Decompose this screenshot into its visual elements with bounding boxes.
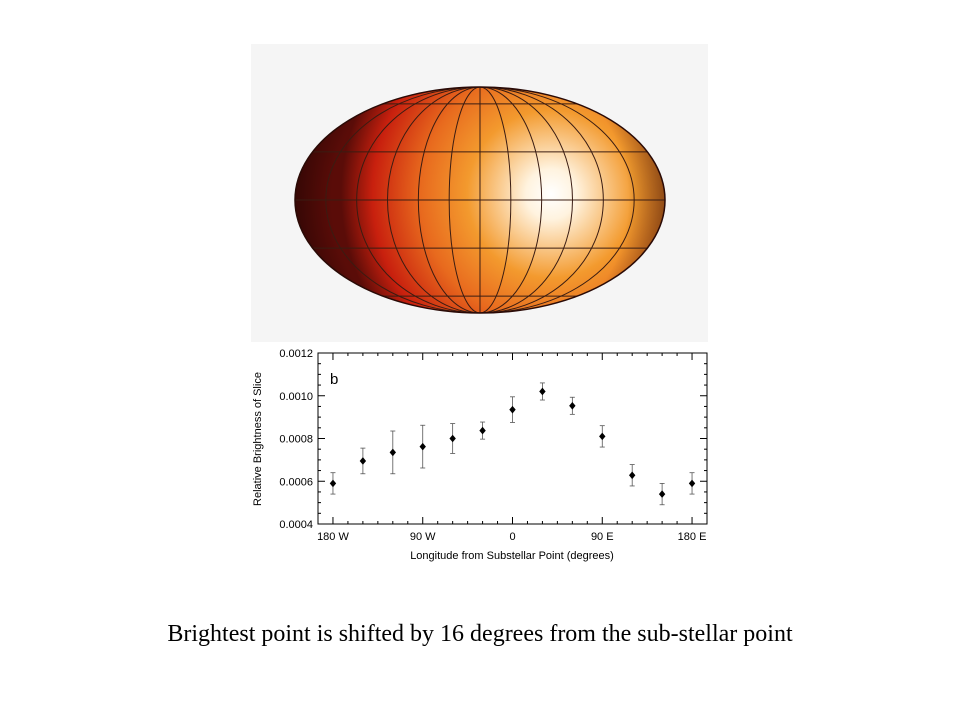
data-point	[479, 421, 486, 440]
map-grid	[295, 87, 665, 313]
diamond-marker	[449, 434, 456, 443]
y-axis-label: Relative Brightness of Slice	[252, 372, 264, 506]
data-point	[539, 382, 546, 401]
x-tick-label: 180 W	[317, 531, 349, 543]
x-axis-label: Longitude from Substellar Point (degrees…	[410, 550, 614, 562]
diamond-marker	[688, 479, 696, 488]
diamond-marker	[479, 426, 486, 435]
plot-frame	[317, 352, 708, 525]
brightness-map-panel	[251, 44, 708, 342]
x-tick-label: 0	[509, 531, 515, 543]
diamond-marker	[539, 387, 546, 396]
panel-label: b	[330, 371, 338, 388]
brightness-chart-panel: b 180 W 90 W 0 90 E 180 E 0.0004 0.0006 0.0008…	[251, 342, 708, 564]
y-tick-label: 0.0012	[279, 348, 313, 360]
y-tick-label: 0.0008	[279, 434, 313, 446]
planet-outline	[294, 86, 666, 314]
data-point	[449, 423, 456, 454]
y-tick-label: 0.0006	[279, 476, 313, 488]
slide-caption: Brightest point is shifted by 16 degrees…	[167, 621, 793, 647]
y-tick-label: 0.0010	[279, 391, 313, 403]
brightness-chart: b 180 W 90 W 0 90 E 180 E 0.0004 0.0006 0.0008…	[252, 348, 708, 562]
y-tick-label: 0.0004	[279, 519, 313, 531]
data-point	[359, 447, 367, 475]
data-point	[628, 464, 636, 487]
x-tick-label: 180 E	[678, 531, 707, 543]
diamond-marker	[329, 479, 337, 488]
x-tick-label: 90 E	[591, 531, 614, 543]
data-point	[419, 424, 426, 469]
brightness-map	[294, 86, 666, 314]
diamond-marker	[359, 457, 367, 465]
diamond-marker	[628, 471, 636, 480]
x-axis-ticks: 180 W 90 W 0 90 E 180 E	[317, 353, 706, 543]
data-point	[688, 472, 696, 495]
data-point	[329, 472, 337, 495]
y-axis-ticks: 0.0004 0.0006 0.0008 0.0010 0.0012	[279, 348, 707, 531]
diamond-marker	[419, 442, 426, 451]
x-tick-label: 90 W	[410, 531, 436, 543]
